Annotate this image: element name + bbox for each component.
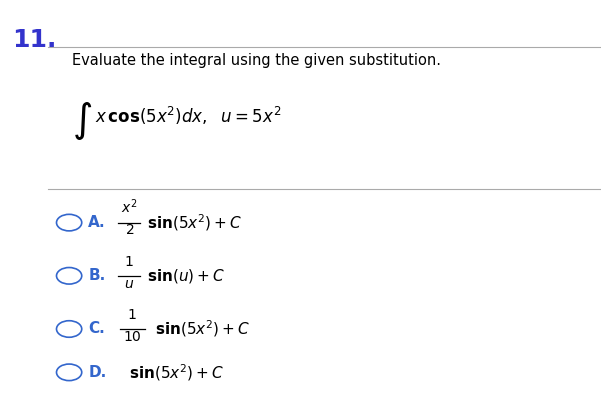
Text: $1$: $1$ bbox=[124, 255, 134, 269]
Text: $1$: $1$ bbox=[127, 308, 137, 322]
Text: $u$: $u$ bbox=[124, 277, 134, 291]
Text: $2$: $2$ bbox=[124, 223, 134, 238]
Text: $x\,\mathbf{cos}\left(5x^2\right)dx,\ \ u=5x^2$: $x\,\mathbf{cos}\left(5x^2\right)dx,\ \ … bbox=[95, 104, 281, 126]
Text: $x^2$: $x^2$ bbox=[121, 197, 138, 216]
Text: 11.: 11. bbox=[12, 28, 56, 52]
Text: $\mathbf{sin}\left(5x^2\right) + C$: $\mathbf{sin}\left(5x^2\right) + C$ bbox=[147, 212, 242, 233]
Text: $10$: $10$ bbox=[123, 330, 142, 344]
Text: $\mathbf{sin}\left(5x^2\right) + C$: $\mathbf{sin}\left(5x^2\right) + C$ bbox=[155, 319, 250, 339]
Text: C.: C. bbox=[88, 322, 105, 336]
Text: B.: B. bbox=[88, 268, 106, 283]
Text: $\int$: $\int$ bbox=[72, 100, 93, 143]
Text: $\mathbf{sin}\left(5x^2\right) + C$: $\mathbf{sin}\left(5x^2\right) + C$ bbox=[129, 362, 224, 383]
Text: A.: A. bbox=[88, 215, 106, 230]
Text: D.: D. bbox=[88, 365, 106, 380]
Text: $\mathbf{sin}\left(u\right) + C$: $\mathbf{sin}\left(u\right) + C$ bbox=[147, 267, 225, 285]
Text: Evaluate the integral using the given substitution.: Evaluate the integral using the given su… bbox=[72, 53, 441, 68]
